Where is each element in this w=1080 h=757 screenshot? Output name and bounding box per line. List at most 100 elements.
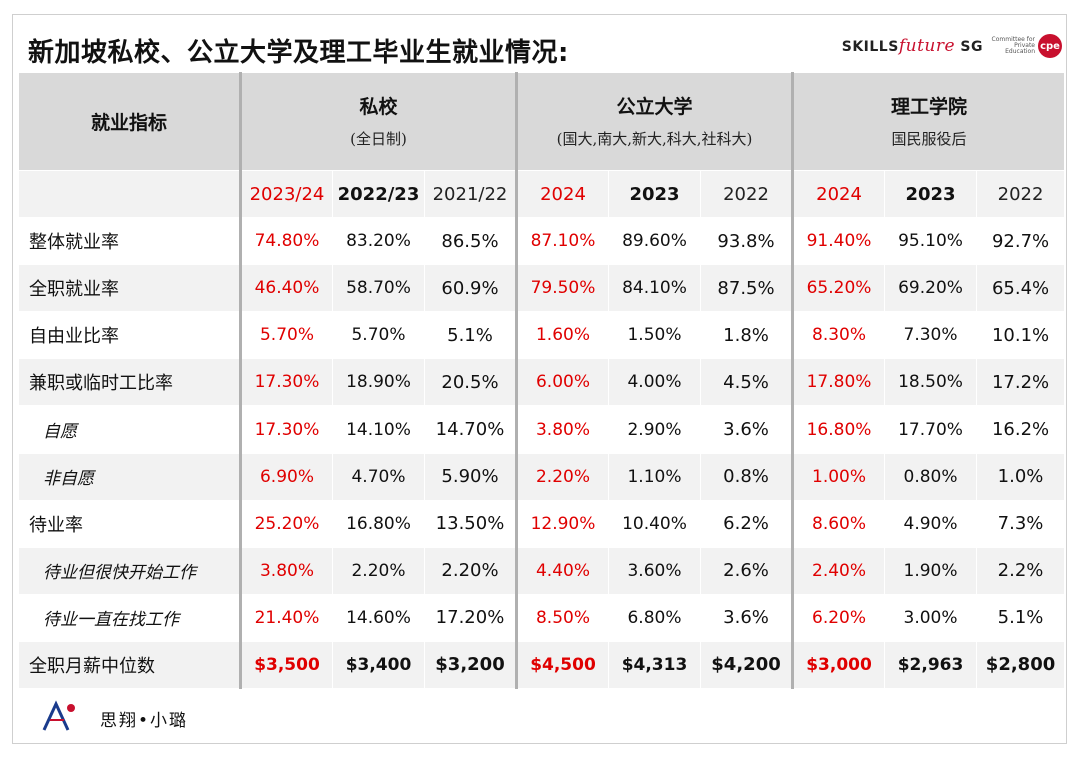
table-cell: 3.6% [699,405,794,454]
table-row: 整体就业率 74.80% 83.20% 86.5% 87.10% 89.60% 93.8% 9… [18,217,1066,266]
table-cell: 65.4% [976,264,1066,313]
year-header-cell: 2022/23 [332,170,425,219]
table-row: 非自愿 6.90% 4.70% 5.90% 2.20% 1.10% 0.8% 1.00% 0.8… [18,452,1066,501]
author-logo-icon [42,700,75,731]
year-header-cell: 2022 [976,170,1066,219]
table-cell: 25.20% [239,499,333,548]
table-cell: 5.90% [424,452,517,501]
row-label: 自由业比率 [18,311,241,360]
table-row: 自愿 17.30% 14.10% 14.70% 3.80% 2.90% 3.6% 16.80%… [18,405,1066,454]
skillsfuture-logo: SKILLSfuture SG [842,36,983,56]
table-cell: 95.10% [884,217,978,266]
table-cell: 2.90% [608,405,701,454]
table-cell: $4,500 [515,640,609,690]
cpe-mark: cpe [1038,34,1062,58]
table-cell: 2.40% [791,546,886,595]
group-sub: (全日制) [350,130,407,149]
group-sub: 国民服役后 [891,130,967,149]
cpe-logo: Committee for Private Education cpe [991,34,1062,58]
table-cell: 10.40% [608,499,701,548]
table-cell: 18.90% [332,358,425,407]
table-cell: 74.80% [239,217,333,266]
table-cell: $3,400 [332,640,425,690]
table-cell: 1.8% [699,311,794,360]
year-header-cell: 2024 [791,170,886,219]
table-cell: $2,963 [884,640,978,690]
table-cell: 60.9% [424,264,517,313]
table-cell: 14.70% [424,405,517,454]
row-label: 待业一直在找工作 [18,593,241,642]
row-label: 非自愿 [18,452,241,501]
table-cell: 0.80% [884,452,978,501]
group-sub: (国大,南大,新大,科大,社科大) [556,130,753,149]
table-cell: $3,500 [239,640,333,690]
table-cell: 16.80% [791,405,886,454]
table-cell: $4,313 [608,640,701,690]
year-header-cell: 2021/22 [424,170,517,219]
row-label: 待业但很快开始工作 [18,546,241,595]
table-cell: 3.80% [239,546,333,595]
table-cell: 89.60% [608,217,701,266]
table-cell: 17.30% [239,358,333,407]
table-cell: 5.70% [239,311,333,360]
cpe-caption: Committee for Private Education [991,36,1035,55]
year-header-cell: 2022 [699,170,794,219]
table-cell: 3.00% [884,593,978,642]
table-cell: 65.20% [791,264,886,313]
year-header-cell: 2023/24 [239,170,333,219]
table-cell: 4.70% [332,452,425,501]
table-cell: 13.50% [424,499,517,548]
table-cell: 16.2% [976,405,1066,454]
employment-table: 就业指标 私校 (全日制) 公立大学 (国大,南大,新大,科大,社科大) 理工学… [18,71,1066,690]
table-row: 待业率 25.20% 16.80% 13.50% 12.90% 10.40% 6.2% 8.6… [18,499,1066,548]
row-label: 全职月薪中位数 [18,640,241,690]
row-label: 整体就业率 [18,217,241,266]
logo-skills-text: SKILLS [841,39,899,55]
table-cell: 86.5% [424,217,517,266]
table-cell: 46.40% [239,264,333,313]
table-cell: 17.2% [976,358,1066,407]
table-cell: 91.40% [791,217,886,266]
table-cell: $3,200 [424,640,517,690]
group-header-private: 私校 (全日制) [239,71,517,172]
table-row: 全职就业率 46.40% 58.70% 60.9% 79.50% 84.10% 87.5% 6… [18,264,1066,313]
table-cell: 4.00% [608,358,701,407]
row-label: 待业率 [18,499,241,548]
table-cell: 1.50% [608,311,701,360]
table-cell: 20.5% [424,358,517,407]
table-row: 待业一直在找工作 21.40% 14.60% 17.20% 8.50% 6.80% 3.6%… [18,593,1066,642]
table-cell: 5.1% [976,593,1066,642]
table-cell: 4.40% [515,546,609,595]
group-header-poly: 理工学院 国民服役后 [791,71,1066,172]
table-cell: 69.20% [884,264,978,313]
table-cell: 18.50% [884,358,978,407]
table-cell: 17.70% [884,405,978,454]
author-name: 思翔•小璐 [100,710,189,731]
table-cell: 2.20% [332,546,425,595]
table-cell: 84.10% [608,264,701,313]
table-cell: 17.80% [791,358,886,407]
metric-header-cell: 就业指标 [18,71,241,172]
table-cell: 8.50% [515,593,609,642]
table-cell: 6.20% [791,593,886,642]
table-row: 待业但很快开始工作 3.80% 2.20% 2.20% 4.40% 3.60% 2.6% 2.… [18,546,1066,595]
table-cell: 1.0% [976,452,1066,501]
table-cell: 2.20% [515,452,609,501]
table-cell: 14.60% [332,593,425,642]
page-title: 新加坡私校、公立大学及理工毕业生就业情况: [28,38,569,68]
year-header-cell: 2024 [515,170,609,219]
table-cell: 8.30% [791,311,886,360]
logo-future-text: future [898,36,956,56]
year-header-cell: 2023 [884,170,978,219]
table-cell: $2,800 [976,640,1066,690]
table-cell: 92.7% [976,217,1066,266]
table-cell: 5.1% [424,311,517,360]
table-cell: 2.2% [976,546,1066,595]
year-header-row: 2023/24 2022/23 2021/22 2024 2023 2022 2024 202… [18,170,1066,219]
logo-sg-text: SG [960,39,983,55]
table-cell: 6.90% [239,452,333,501]
group-name: 理工学院 [891,96,968,119]
table-cell: 1.00% [791,452,886,501]
group-header-public: 公立大学 (国大,南大,新大,科大,社科大) [514,71,794,172]
table-cell: 21.40% [239,593,333,642]
